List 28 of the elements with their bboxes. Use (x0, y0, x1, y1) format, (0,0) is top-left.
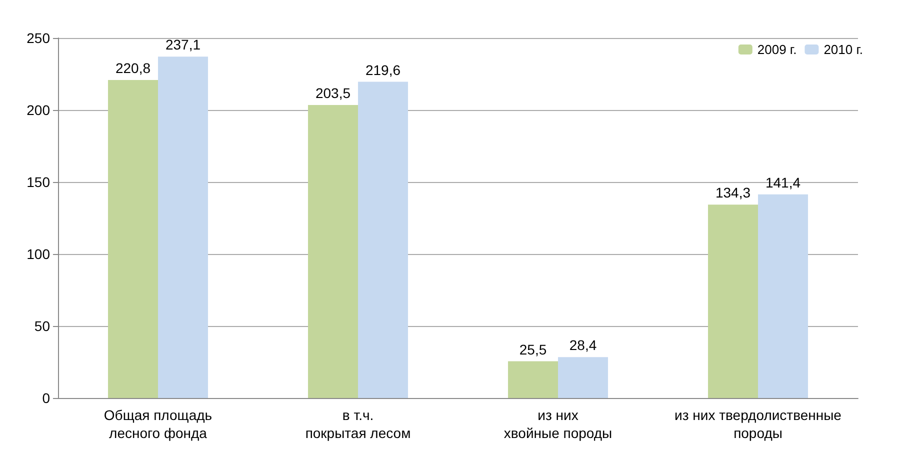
x-tick-label: из них хвойные породы (504, 407, 612, 441)
bar (508, 361, 558, 398)
y-tick-label: 200 (26, 102, 50, 118)
bar (558, 357, 608, 398)
data-label: 25,5 (519, 341, 547, 358)
bar (108, 80, 158, 398)
data-label: 134,3 (715, 184, 751, 201)
data-label: 203,5 (315, 84, 351, 101)
data-label: 237,1 (165, 36, 201, 53)
data-label: 219,6 (365, 62, 401, 78)
bar (308, 104, 358, 398)
y-tick-label: 0 (42, 390, 50, 406)
x-tick-label: из них твердолиственные породы (674, 407, 842, 441)
data-label: 141,4 (765, 174, 801, 190)
bar (158, 56, 208, 398)
data-label: 28,4 (569, 337, 597, 354)
y-tick-label: 150 (26, 174, 50, 190)
bar (758, 194, 808, 398)
y-tick-label: 100 (26, 246, 50, 262)
legend-label: 2010 г. (824, 42, 864, 57)
bar (358, 82, 408, 398)
y-tick-label: 50 (34, 318, 50, 334)
x-tick-label: Общая площадь лесного фонда (104, 407, 212, 441)
y-tick-label: 250 (26, 30, 50, 46)
bar (708, 204, 758, 398)
legend-label: 2009 г. (757, 42, 797, 57)
data-label: 220,8 (115, 60, 151, 76)
x-tick-label: в т.ч. покрытая лесом (305, 407, 411, 441)
